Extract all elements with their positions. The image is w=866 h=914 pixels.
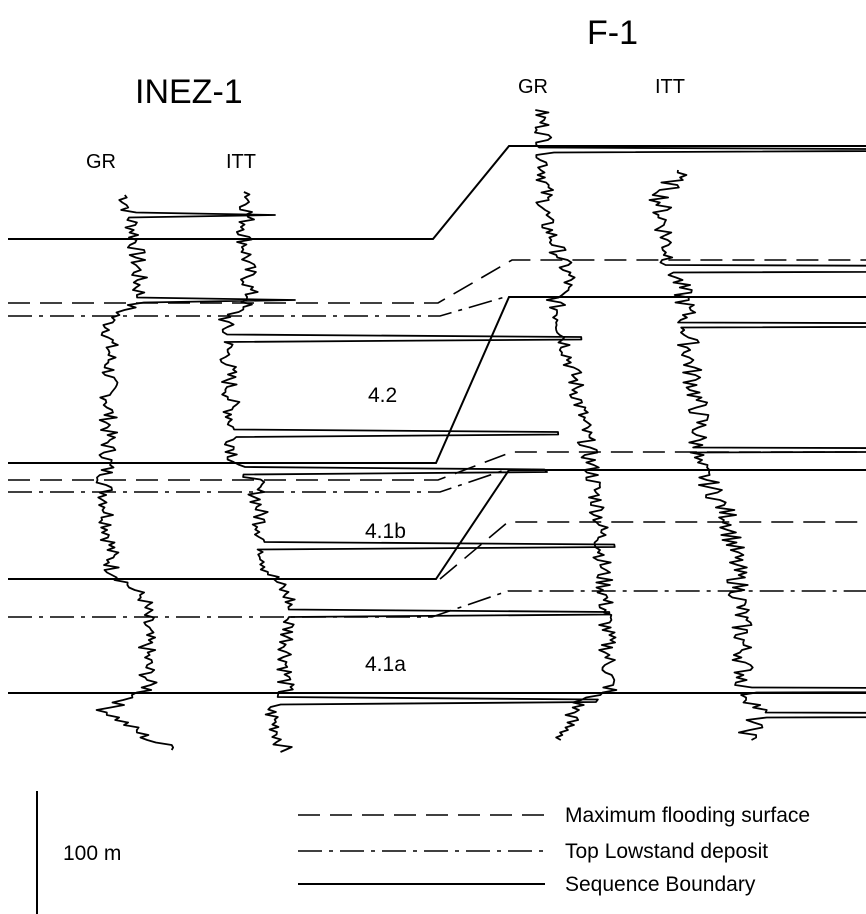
well-title-f-1: F-1 [587, 14, 638, 52]
sequence-label-4-1a: 4.1a [365, 653, 406, 676]
log-label-f1-itt: ITT [655, 76, 685, 98]
top-lowstand-4-2 [8, 296, 506, 317]
log-trace-inez-itt [218, 191, 616, 753]
legend-label-max-flooding: Maximum flooding surface [565, 804, 810, 827]
log-trace-inez-gr [95, 194, 296, 751]
log-trace-f1-gr [534, 109, 866, 741]
sequence-boundary-4-1b-base [8, 469, 866, 580]
well-title-inez-1: INEZ-1 [135, 73, 243, 111]
log-label-inez-itt: ITT [226, 151, 256, 173]
log-label-f1-gr: GR [518, 76, 548, 98]
max-flooding-surface-4-2 [8, 259, 866, 304]
sequence-label-4-2: 4.2 [368, 384, 397, 407]
legend-label-top-lowstand: Top Lowstand deposit [565, 840, 768, 863]
sequence-label-4-1b: 4.1b [365, 520, 406, 543]
log-label-inez-gr: GR [86, 151, 116, 173]
well-log-traces [95, 109, 866, 753]
max-flooding-surface-4-1b [8, 451, 866, 481]
log-trace-f1-itt [648, 169, 866, 741]
scale-bar-label: 100 m [63, 842, 121, 865]
max-flooding-surface-4-1a [439, 521, 866, 580]
top-lowstand-4-1b [8, 469, 506, 493]
legend-label-sequence-boundary: Sequence Boundary [565, 873, 756, 896]
legend: Maximum flooding surface Top Lowstand de… [298, 804, 810, 896]
sequence-boundary-top [8, 145, 866, 240]
top-lowstand-4-1a [8, 590, 866, 618]
